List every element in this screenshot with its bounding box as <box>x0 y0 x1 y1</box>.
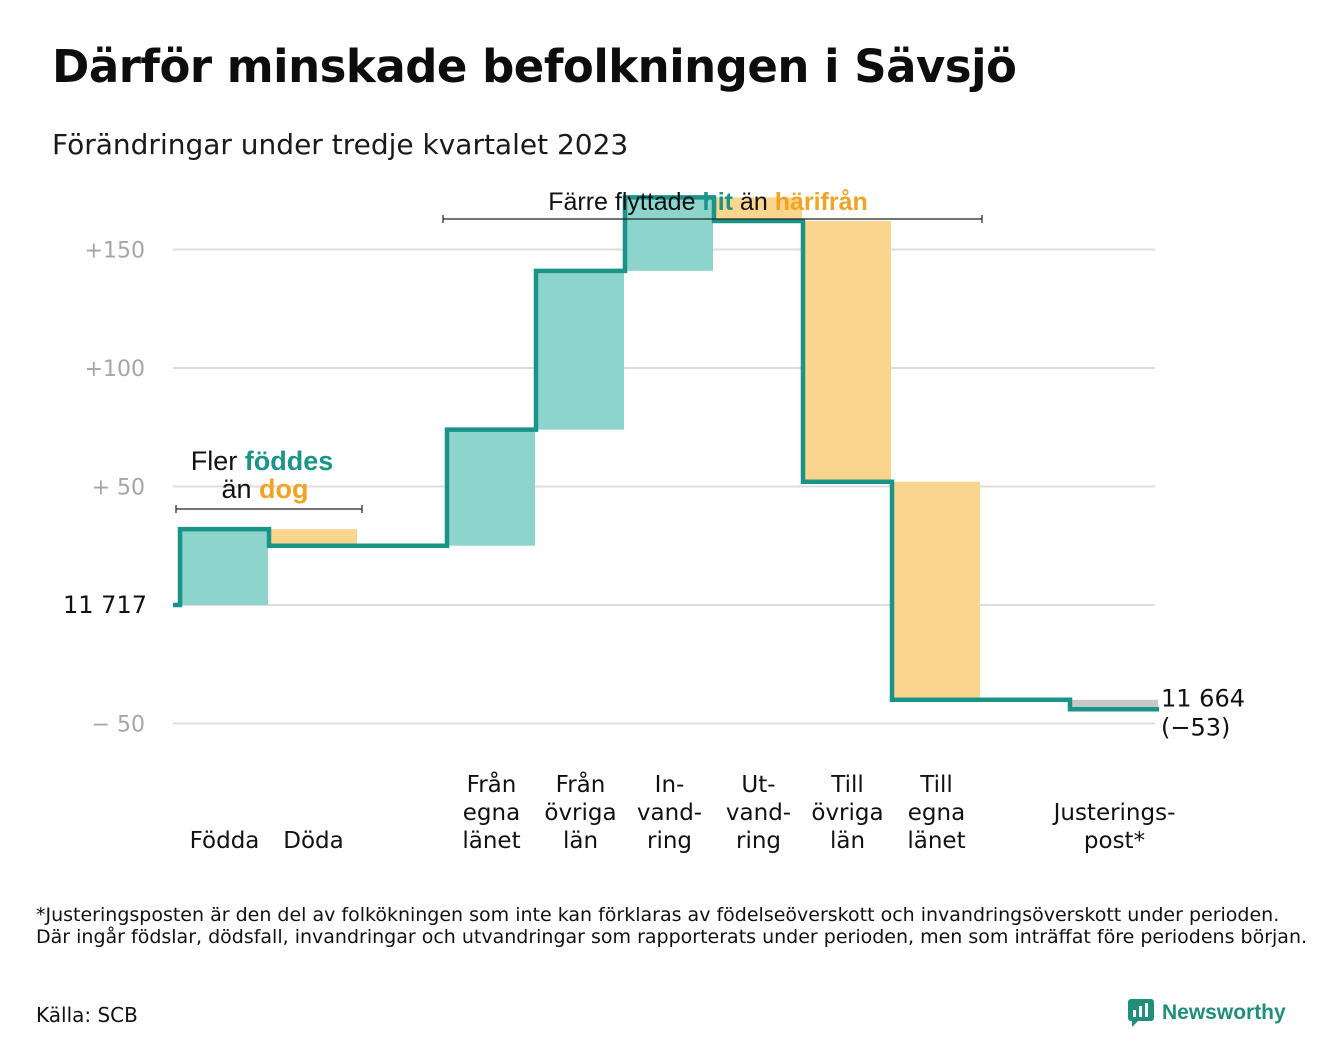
category-label: Födda <box>190 828 260 854</box>
cumulative-step-line <box>173 195 1159 712</box>
newsworthy-logo-icon <box>1128 999 1154 1027</box>
category-label: egna <box>908 800 965 826</box>
waterfall-bar <box>447 429 535 546</box>
category-label: län <box>563 828 598 854</box>
category-label: In- <box>655 772 685 798</box>
category-label: Döda <box>283 828 343 854</box>
category-label: Från <box>556 770 606 798</box>
category-label: länet <box>462 828 520 854</box>
annotation-migration: Färre flyttade hit än härifrån <box>548 188 868 216</box>
chart-title: Därför minskade befolkningen i Sävsjö <box>52 40 1017 93</box>
annotation-births-line2: än dog <box>221 474 308 504</box>
y-tick-label: − 50 <box>92 713 145 738</box>
start-value-label: 11 717 <box>63 591 147 619</box>
waterfall-bar <box>180 529 268 605</box>
waterfall-bar <box>625 197 713 271</box>
waterfall-bar <box>803 221 891 482</box>
category-label: ring <box>647 828 692 854</box>
category-label: övriga <box>811 800 883 826</box>
annotation-births-line1: Fler föddes <box>191 446 334 476</box>
category-label: Från <box>467 770 517 798</box>
end-change-label: (−53) <box>1161 713 1230 741</box>
footnote: *Justeringsposten är den del av folkökni… <box>36 904 1308 948</box>
y-tick-label: +100 <box>85 357 145 382</box>
category-label: Till <box>830 772 864 798</box>
waterfall-bar <box>536 270 624 430</box>
waterfall-bar <box>269 529 357 546</box>
category-label: egna <box>463 800 520 826</box>
category-label: ring <box>736 828 781 854</box>
category-label: post* <box>1084 828 1145 854</box>
y-tick-label: +150 <box>85 239 145 264</box>
brand-logo: Newsworthy <box>1128 998 1286 1028</box>
category-label: övriga <box>544 800 616 826</box>
category-label: Till <box>919 772 953 798</box>
category-label: Ut- <box>741 772 775 798</box>
brand-name: Newsworthy <box>1162 1001 1286 1024</box>
category-label: Justerings- <box>1052 800 1176 826</box>
chart-subtitle: Förändringar under tredje kvartalet 2023 <box>52 128 629 161</box>
waterfall-bar <box>892 481 980 700</box>
waterfall-bar <box>1070 699 1158 710</box>
category-label: vand- <box>637 800 702 826</box>
waterfall-bar <box>714 197 802 222</box>
category-label: länet <box>907 828 965 854</box>
end-value-label: 11 664 <box>1161 684 1245 712</box>
category-label: vand- <box>726 800 791 826</box>
y-tick-label: + 50 <box>92 476 145 501</box>
source-note: Källa: SCB <box>36 1003 138 1027</box>
category-label: län <box>830 828 865 854</box>
